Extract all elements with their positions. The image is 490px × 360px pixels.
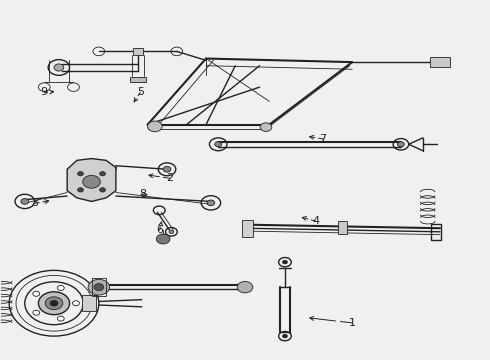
Text: 4: 4 — [312, 216, 319, 226]
Circle shape — [57, 316, 64, 321]
Circle shape — [57, 285, 64, 291]
Circle shape — [207, 200, 215, 206]
Text: 5: 5 — [137, 87, 144, 98]
Bar — [338, 221, 347, 234]
Circle shape — [38, 292, 70, 315]
Bar — [82, 295, 96, 311]
Circle shape — [283, 260, 288, 264]
Polygon shape — [67, 158, 116, 202]
Circle shape — [397, 142, 404, 147]
Circle shape — [260, 123, 272, 131]
Circle shape — [237, 282, 253, 293]
Bar — [133, 48, 143, 55]
Text: 3: 3 — [31, 198, 38, 208]
Circle shape — [73, 301, 79, 306]
Circle shape — [83, 175, 100, 188]
Circle shape — [77, 188, 83, 192]
Text: 6: 6 — [156, 225, 163, 235]
Circle shape — [21, 199, 29, 204]
Circle shape — [94, 284, 104, 291]
Circle shape — [169, 230, 174, 234]
Circle shape — [99, 188, 105, 192]
Circle shape — [33, 310, 40, 315]
Circle shape — [283, 334, 288, 338]
Circle shape — [163, 166, 171, 172]
Text: 1: 1 — [349, 318, 356, 328]
Polygon shape — [430, 57, 450, 67]
Text: 2: 2 — [166, 173, 173, 183]
Bar — [431, 224, 441, 240]
Circle shape — [45, 297, 63, 310]
Text: 7: 7 — [319, 134, 326, 144]
Circle shape — [99, 172, 105, 176]
Circle shape — [50, 300, 58, 306]
Circle shape — [77, 172, 83, 176]
Text: 9: 9 — [41, 87, 48, 98]
Circle shape — [215, 142, 221, 147]
Text: 8: 8 — [139, 189, 146, 199]
Bar — [242, 220, 253, 237]
Circle shape — [54, 64, 64, 71]
Circle shape — [147, 121, 162, 132]
Circle shape — [88, 279, 110, 295]
Circle shape — [33, 291, 40, 296]
Bar — [130, 77, 146, 82]
Circle shape — [156, 234, 170, 244]
